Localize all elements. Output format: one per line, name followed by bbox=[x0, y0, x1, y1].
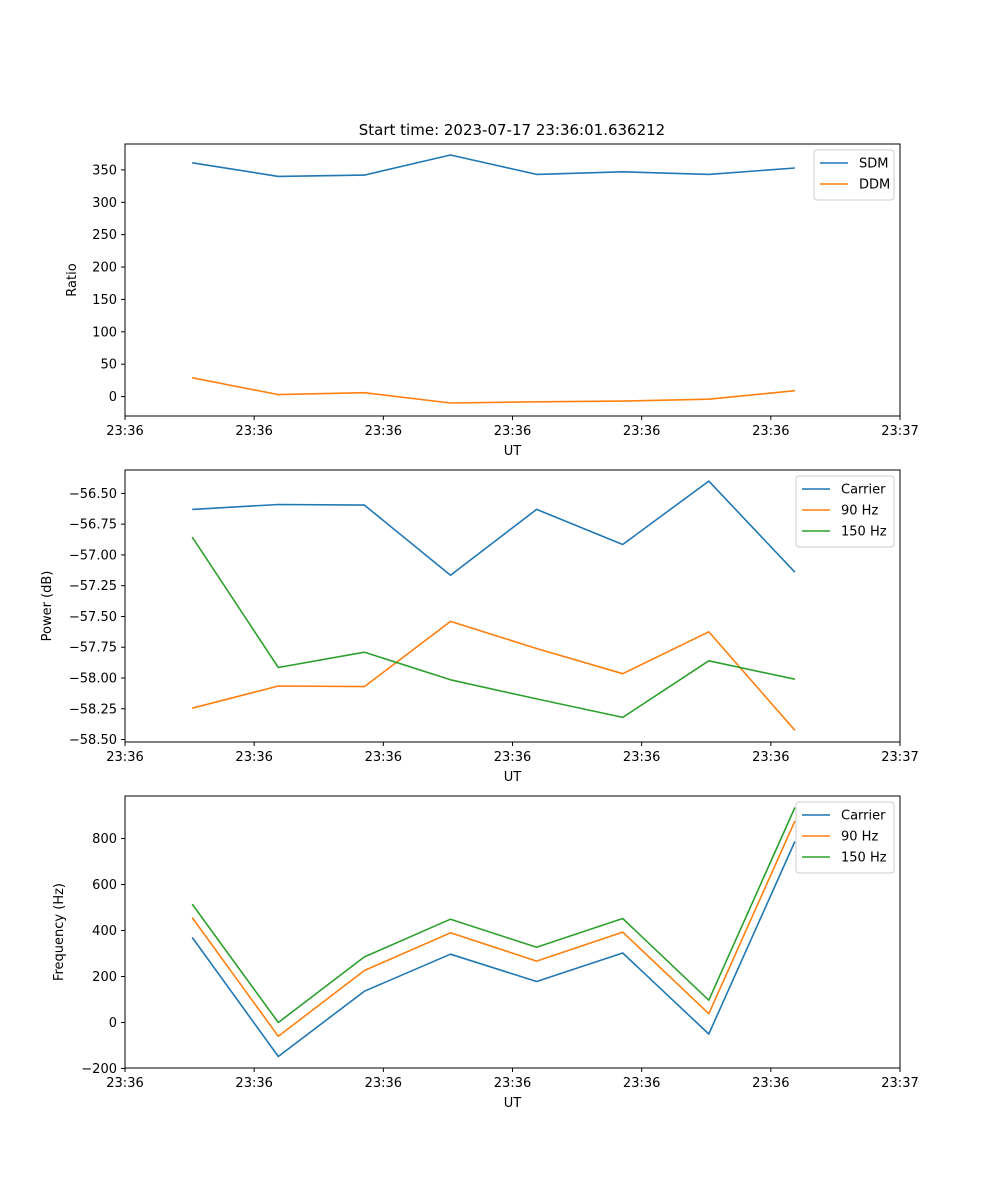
y-tick-label: −58.50 bbox=[69, 733, 117, 748]
legend: Carrier 90 Hz 150 Hz bbox=[795, 475, 895, 548]
x-tick-label: 23:37 bbox=[881, 424, 918, 439]
series-line-90-hz bbox=[192, 620, 796, 731]
series-line-ddm bbox=[192, 377, 795, 404]
x-tick-label: 23:36 bbox=[235, 750, 272, 765]
y-tick-label: 350 bbox=[92, 163, 117, 178]
x-tick-label: 23:36 bbox=[752, 1076, 789, 1091]
legend: Carrier 90 Hz 150 Hz bbox=[795, 801, 895, 874]
x-axis-label: UT bbox=[504, 1096, 522, 1111]
y-tick-label: −56.50 bbox=[69, 487, 117, 502]
y-tick-label: 0 bbox=[109, 1016, 117, 1031]
series-line-90-hz bbox=[191, 820, 796, 1038]
legend-label: SDM bbox=[859, 157, 888, 172]
y-tick-label: −58.25 bbox=[69, 702, 117, 717]
x-tick-label: 23:36 bbox=[365, 750, 402, 765]
y-tick-label: −57.25 bbox=[69, 579, 117, 594]
x-tick-label: 23:36 bbox=[752, 424, 789, 439]
y-tick-label: 50 bbox=[100, 358, 117, 373]
legend-label: DDM bbox=[859, 178, 890, 193]
y-tick-label: 400 bbox=[92, 924, 117, 939]
x-tick-label: 23:36 bbox=[494, 424, 531, 439]
series-line-carrier bbox=[191, 841, 796, 1058]
x-tick-label: 23:36 bbox=[365, 1076, 402, 1091]
y-tick-label: 200 bbox=[92, 261, 117, 276]
x-tick-label: 23:37 bbox=[881, 1076, 918, 1091]
x-tick-label: 23:36 bbox=[235, 1076, 272, 1091]
x-tick-label: 23:36 bbox=[623, 424, 660, 439]
legend-label: 90 Hz bbox=[841, 504, 878, 519]
x-tick-label: 23:36 bbox=[365, 424, 402, 439]
y-tick-label: −57.00 bbox=[69, 548, 117, 563]
x-tick-label: 23:37 bbox=[881, 750, 918, 765]
x-tick-label: 23:36 bbox=[235, 424, 272, 439]
legend-box bbox=[795, 475, 895, 548]
legend-label: Carrier bbox=[841, 483, 886, 498]
subplot-3: 23:36 23:36 23:36 23:36 23:36 23:36 23:37 −200 0… bbox=[52, 795, 919, 1111]
y-tick-label: 150 bbox=[92, 293, 117, 308]
x-tick-label: 23:36 bbox=[623, 750, 660, 765]
x-tick-label: 23:36 bbox=[752, 750, 789, 765]
y-tick-label: −200 bbox=[81, 1062, 117, 1077]
y-tick-label: 300 bbox=[92, 196, 117, 211]
legend-label: 150 Hz bbox=[841, 851, 887, 866]
x-axis-label: UT bbox=[504, 444, 522, 459]
subplots: 23:36 23:36 23:36 23:36 23:36 23:36 23:37 0 50 10… bbox=[40, 143, 919, 1111]
series-line-150-hz bbox=[191, 807, 796, 1024]
legend-label: 90 Hz bbox=[841, 830, 878, 845]
x-tick-label: 23:36 bbox=[494, 750, 531, 765]
y-axis-label: Power (dB) bbox=[40, 571, 55, 642]
legend-box bbox=[795, 801, 895, 874]
figure-title: Start time: 2023-07-17 23:36:01.636212 bbox=[359, 121, 665, 139]
y-axis-label: Frequency (Hz) bbox=[52, 883, 67, 981]
series-line-sdm bbox=[192, 154, 795, 178]
y-tick-label: −57.75 bbox=[69, 641, 117, 656]
legend-label: 150 Hz bbox=[841, 525, 887, 540]
legend-label: Carrier bbox=[841, 809, 886, 824]
subplot-1: 23:36 23:36 23:36 23:36 23:36 23:36 23:37 0 50 10… bbox=[65, 143, 919, 459]
y-tick-label: 800 bbox=[92, 832, 117, 847]
y-tick-label: −57.50 bbox=[69, 610, 117, 625]
x-tick-label: 23:36 bbox=[494, 1076, 531, 1091]
x-tick-label: 23:36 bbox=[106, 1076, 143, 1091]
y-tick-label: 0 bbox=[109, 390, 117, 405]
legend: SDM DDM bbox=[813, 149, 895, 201]
x-axis-label: UT bbox=[504, 770, 522, 785]
y-tick-label: 100 bbox=[92, 325, 117, 340]
y-axis-label: Ratio bbox=[65, 263, 80, 296]
y-tick-label: −58.00 bbox=[69, 672, 117, 687]
subplot-2: 23:36 23:36 23:36 23:36 23:36 23:36 23:37 −58.5… bbox=[40, 469, 919, 785]
x-tick-label: 23:36 bbox=[623, 1076, 660, 1091]
y-tick-label: 200 bbox=[92, 970, 117, 985]
y-tick-label: 600 bbox=[92, 878, 117, 893]
series-line-carrier bbox=[192, 480, 796, 577]
y-tick-label: 250 bbox=[92, 228, 117, 243]
x-tick-label: 23:36 bbox=[106, 750, 143, 765]
x-tick-label: 23:36 bbox=[106, 424, 143, 439]
y-tick-label: −56.75 bbox=[69, 518, 117, 533]
series-line-150-hz bbox=[191, 536, 796, 719]
